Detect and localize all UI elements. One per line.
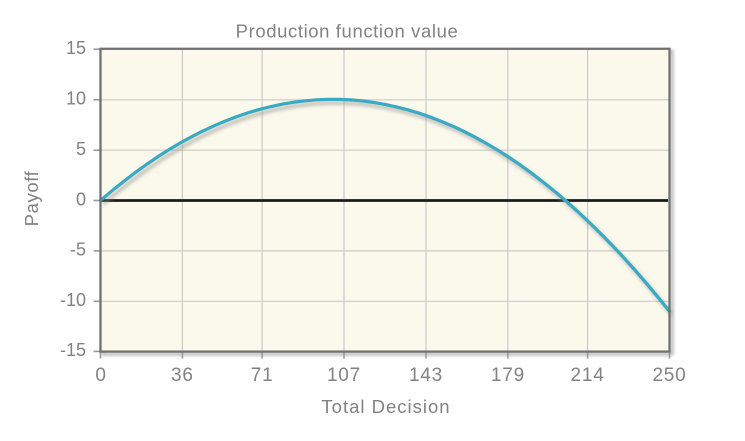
svg-text:-15: -15 [60, 340, 86, 360]
svg-text:143: 143 [409, 365, 443, 386]
svg-text:36: 36 [171, 365, 194, 386]
svg-text:107: 107 [327, 365, 361, 386]
svg-text:-5: -5 [70, 240, 86, 260]
svg-text:214: 214 [571, 365, 605, 386]
svg-text:179: 179 [491, 365, 525, 386]
svg-text:Total Decision: Total Decision [321, 396, 450, 417]
svg-text:5: 5 [76, 139, 86, 159]
svg-text:0: 0 [76, 189, 86, 209]
svg-text:Payoff: Payoff [21, 170, 42, 226]
svg-text:250: 250 [652, 365, 686, 386]
svg-text:-10: -10 [60, 290, 86, 310]
svg-text:0: 0 [95, 365, 106, 386]
svg-text:15: 15 [66, 38, 86, 58]
svg-text:10: 10 [66, 89, 86, 109]
svg-text:71: 71 [251, 365, 274, 386]
svg-text:Production function value: Production function value [236, 21, 459, 42]
